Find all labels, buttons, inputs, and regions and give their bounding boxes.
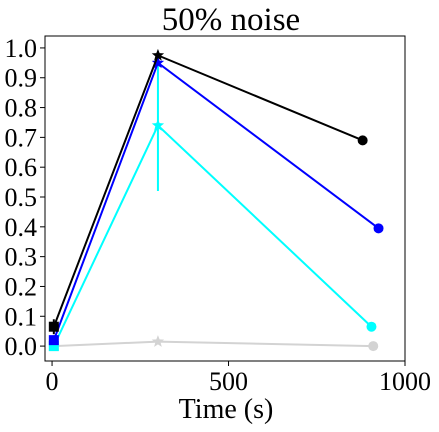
square-marker: [48, 335, 59, 346]
y-tick-label: 0.4: [5, 213, 38, 242]
y-tick-label: 0.2: [5, 272, 38, 301]
star-marker: [151, 48, 165, 61]
circle-marker: [373, 223, 384, 234]
y-axis: 0.00.10.20.30.40.50.60.70.80.91.0: [5, 34, 45, 361]
star-marker: [151, 56, 165, 69]
circle-marker: [366, 321, 377, 332]
y-tick-label: 0.6: [5, 153, 38, 182]
x-axis-label: Time (s): [179, 394, 274, 425]
series-line: [52, 123, 373, 347]
y-tick-label: 0.5: [5, 183, 38, 212]
y-tick-label: 0.7: [5, 123, 38, 152]
circle-marker: [368, 341, 379, 352]
x-tick-label: 0: [46, 367, 59, 396]
series-2: [48, 56, 384, 346]
y-tick-label: 0.9: [5, 64, 38, 93]
series-0: [48, 335, 379, 352]
square-marker: [48, 341, 59, 352]
plot-frame: [44, 35, 406, 362]
circle-marker: [357, 135, 368, 146]
series-1: [48, 59, 377, 352]
y-tick-label: 0.3: [5, 243, 38, 272]
star-marker: [151, 335, 165, 347]
x-tick-label: 500: [209, 367, 248, 396]
series-3: [48, 48, 368, 335]
y-tick-label: 0.8: [5, 94, 38, 123]
x-axis: 0 500 1000: [46, 361, 431, 396]
y-tick-label: 0.1: [5, 302, 38, 331]
y-tick-label: 1.0: [5, 34, 38, 63]
series-line: [53, 340, 374, 348]
star-marker: [151, 118, 165, 131]
y-tick-label: 0.0: [5, 332, 38, 361]
x-tick-label: 1000: [379, 367, 431, 396]
series-line: [52, 54, 364, 328]
chart-title: 50% noise: [162, 2, 300, 38]
square-marker: [48, 321, 59, 332]
plot-area: [48, 48, 384, 352]
